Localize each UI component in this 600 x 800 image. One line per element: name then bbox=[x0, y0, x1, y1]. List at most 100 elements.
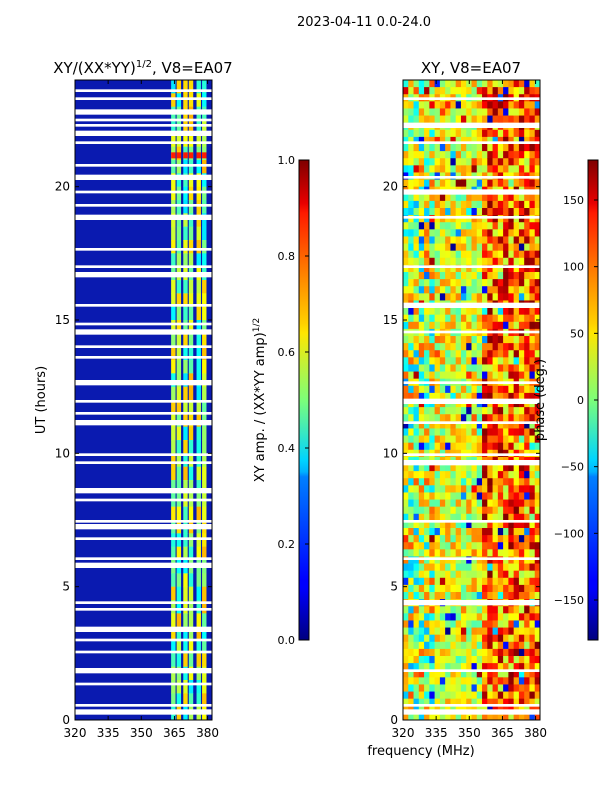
phase-cell bbox=[445, 179, 451, 188]
phase-cell bbox=[455, 641, 462, 650]
phase-cell bbox=[508, 691, 515, 700]
phase-cell bbox=[413, 136, 420, 145]
phase-cell bbox=[460, 314, 467, 323]
phase-cell bbox=[439, 165, 446, 173]
phase-cell bbox=[450, 371, 457, 380]
amplitude-cell bbox=[196, 360, 201, 374]
phase-cell bbox=[450, 407, 457, 415]
phase-cell bbox=[524, 407, 530, 415]
phase-cell bbox=[503, 151, 509, 159]
phase-cell bbox=[450, 136, 457, 145]
phase-cell bbox=[418, 371, 425, 380]
amplitude-cell bbox=[202, 173, 207, 188]
phase-cell bbox=[408, 293, 414, 301]
phase-cell bbox=[534, 428, 540, 436]
phase-cell bbox=[487, 407, 493, 415]
phase-cell bbox=[466, 307, 472, 316]
phase-cell bbox=[418, 499, 425, 508]
amplitude-cell bbox=[202, 306, 207, 321]
phase-cell bbox=[455, 428, 462, 436]
phase-cell bbox=[460, 464, 467, 472]
phase-cell bbox=[403, 563, 409, 572]
phase-cell bbox=[534, 542, 540, 550]
amplitude-cell bbox=[196, 546, 201, 561]
amplitude-cell bbox=[171, 253, 176, 268]
amplitude-cell bbox=[196, 346, 201, 361]
phase-cell bbox=[460, 357, 467, 365]
phase-cell bbox=[455, 606, 462, 614]
phase-cell bbox=[487, 520, 493, 529]
phase-cell bbox=[445, 428, 451, 436]
phase-cell bbox=[439, 584, 446, 593]
x-tick-label: 380 bbox=[196, 726, 219, 740]
phase-cell bbox=[424, 712, 430, 720]
phase-cell bbox=[429, 264, 436, 273]
phase-cell bbox=[513, 272, 520, 280]
phase-cell bbox=[434, 101, 441, 109]
phase-cell bbox=[471, 286, 478, 294]
phase-cell bbox=[471, 264, 478, 273]
amplitude-cell bbox=[196, 133, 201, 148]
phase-cell bbox=[466, 492, 472, 500]
phase-cell bbox=[408, 222, 414, 230]
phase-cell bbox=[513, 236, 520, 244]
phase-cell bbox=[439, 542, 446, 550]
phase-cell bbox=[413, 87, 420, 95]
phase-cell bbox=[524, 656, 530, 664]
phase-cell bbox=[492, 350, 499, 358]
phase-cell bbox=[476, 350, 483, 358]
phase-cell bbox=[466, 620, 472, 628]
phase-cell bbox=[403, 144, 409, 152]
amplitude-cell bbox=[171, 426, 176, 441]
phase-cell bbox=[503, 556, 509, 564]
phase-cell bbox=[455, 492, 462, 500]
phase-cell bbox=[424, 641, 430, 650]
phase-cell bbox=[434, 584, 441, 593]
phase-cell bbox=[524, 136, 530, 145]
phase-cell bbox=[518, 407, 525, 415]
phase-cell bbox=[403, 535, 409, 543]
phase-cell bbox=[534, 535, 540, 543]
phase-cell bbox=[445, 272, 451, 280]
phase-cell bbox=[497, 471, 504, 479]
phase-cell bbox=[508, 272, 515, 280]
phase-cell bbox=[466, 414, 472, 422]
phase-cell bbox=[529, 151, 536, 159]
phase-cell bbox=[439, 336, 446, 344]
amplitude-cell bbox=[183, 480, 188, 494]
phase-cell bbox=[424, 570, 430, 579]
phase-cell bbox=[429, 293, 436, 301]
phase-cell bbox=[482, 336, 488, 344]
phase-cell bbox=[434, 350, 441, 358]
phase-cell bbox=[408, 343, 414, 351]
phase-cell bbox=[408, 663, 414, 671]
phase-cell bbox=[439, 385, 446, 394]
phase-cell bbox=[434, 513, 441, 522]
phase-cell bbox=[429, 535, 436, 543]
amplitude-cell bbox=[171, 680, 176, 694]
phase-cell bbox=[429, 101, 436, 109]
phase-cell bbox=[513, 535, 520, 543]
phase-cell bbox=[524, 215, 530, 223]
phase-cell bbox=[508, 584, 515, 593]
phase-cell bbox=[424, 357, 430, 365]
amplitude-cell bbox=[171, 200, 176, 214]
phase-cell bbox=[503, 414, 509, 422]
phase-cell bbox=[413, 471, 420, 479]
amplitude-cell bbox=[196, 120, 201, 134]
phase-cell bbox=[508, 293, 515, 301]
phase-cell bbox=[503, 272, 509, 280]
amplitude-cell bbox=[176, 600, 182, 614]
phase-cell bbox=[529, 684, 536, 692]
phase-cell bbox=[471, 243, 478, 252]
phase-cell bbox=[482, 549, 488, 557]
phase-cell bbox=[403, 663, 409, 671]
amplitude-cell bbox=[183, 466, 188, 481]
phase-cell bbox=[455, 421, 462, 429]
phase-cell bbox=[524, 165, 530, 173]
phase-cell bbox=[529, 222, 536, 230]
phase-cell bbox=[466, 663, 472, 671]
phase-cell bbox=[466, 641, 472, 650]
phase-cell bbox=[492, 264, 499, 273]
phase-cell bbox=[439, 151, 446, 159]
